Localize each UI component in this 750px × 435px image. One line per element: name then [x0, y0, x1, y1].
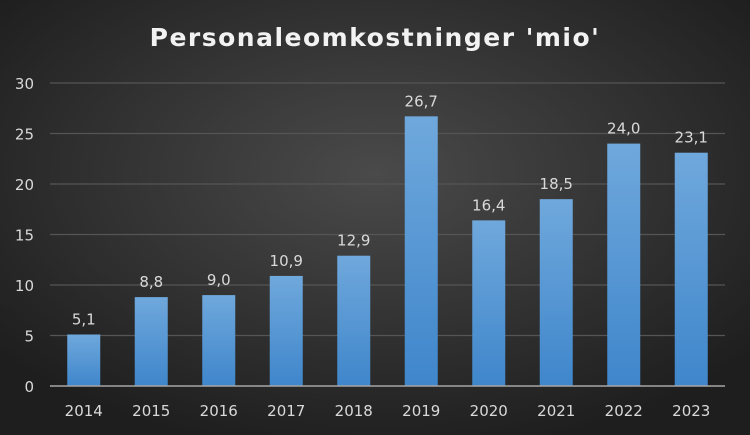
data-label: 24,0: [607, 120, 640, 138]
x-tick-label: 2021: [537, 402, 575, 420]
data-label: 16,4: [472, 196, 505, 214]
y-tick-label: 25: [15, 126, 34, 144]
data-labels: 5,1 8,8 9,0 10,9 12,9 26,7 16,4 18,5 24,0 23,1: [72, 92, 708, 328]
data-label: 9,0: [207, 271, 231, 289]
chart-title: Personaleomkostninger 'mio': [150, 23, 601, 52]
y-tick-label: 30: [15, 75, 34, 93]
bar-2015: [134, 297, 168, 386]
bar-2018: [337, 255, 371, 386]
bar-2014: [67, 334, 101, 386]
y-axis-ticks: 0 5 10 15 20 25 30: [15, 75, 34, 396]
y-tick-label: 0: [24, 378, 34, 396]
bars: [67, 116, 708, 386]
data-label: 10,9: [270, 252, 303, 270]
x-tick-label: 2014: [65, 402, 103, 420]
x-tick-label: 2020: [470, 402, 508, 420]
data-label: 26,7: [405, 92, 438, 110]
x-tick-label: 2015: [132, 402, 170, 420]
bar-2022: [607, 143, 641, 386]
y-tick-label: 15: [15, 227, 34, 245]
data-label: 12,9: [337, 232, 370, 250]
data-label: 18,5: [540, 175, 573, 193]
x-tick-label: 2018: [335, 402, 373, 420]
bar-2017: [269, 275, 303, 386]
bar-2020: [472, 220, 506, 386]
bar-2023: [674, 152, 708, 386]
y-tick-label: 5: [24, 328, 34, 346]
x-axis-ticks: 2014 2015 2016 2017 2018 2019 2020 2021 2022 2023: [65, 402, 711, 420]
x-tick-label: 2016: [200, 402, 238, 420]
bar-2021: [539, 199, 573, 386]
x-tick-label: 2017: [267, 402, 305, 420]
x-tick-label: 2019: [402, 402, 440, 420]
bar-2019: [404, 116, 438, 386]
x-tick-label: 2022: [605, 402, 643, 420]
data-label: 23,1: [675, 129, 708, 147]
data-label: 8,8: [139, 273, 163, 291]
bar-2016: [202, 295, 236, 386]
y-tick-label: 10: [15, 277, 34, 295]
data-label: 5,1: [72, 310, 96, 328]
x-tick-label: 2023: [672, 402, 710, 420]
y-tick-label: 20: [15, 176, 34, 194]
